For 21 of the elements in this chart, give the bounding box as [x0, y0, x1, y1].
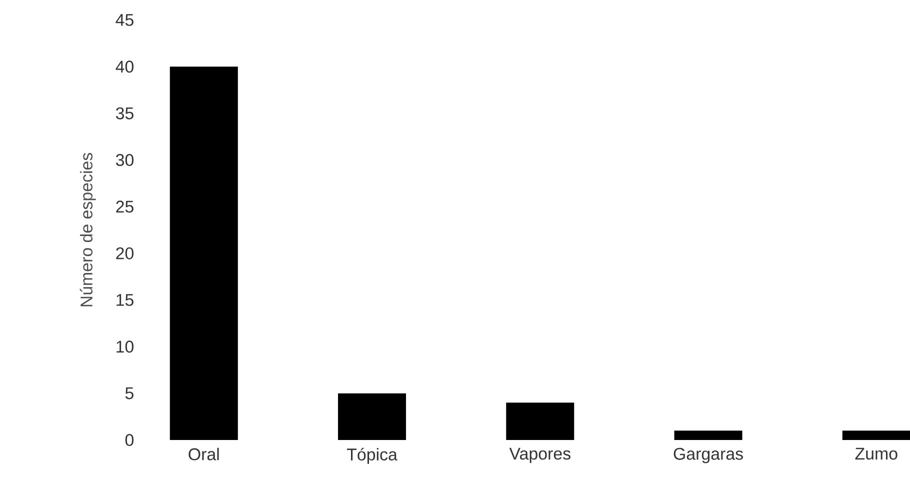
bar — [506, 402, 574, 440]
y-tick-label: 20 — [116, 247, 134, 260]
bar — [338, 393, 406, 440]
bar — [674, 430, 742, 440]
y-axis-title: Número de especies — [80, 152, 96, 306]
y-tick-label: 15 — [116, 294, 134, 306]
y-tick-label: 5 — [125, 387, 134, 400]
x-tick-label: Gargaras — [674, 448, 743, 464]
y-tick-label: 10 — [116, 340, 134, 353]
x-tick-label: Tópica — [346, 448, 398, 464]
x-tick-label: Zumo — [855, 448, 898, 460]
y-tick-label: 25 — [116, 200, 134, 213]
x-tick-label: Vapores — [509, 448, 570, 464]
y-tick-label: 30 — [116, 154, 134, 166]
bar — [170, 66, 238, 440]
y-tick-label: 40 — [116, 60, 134, 73]
y-tick-label: 0 — [125, 434, 134, 446]
bar — [842, 430, 910, 440]
y-tick-label: 45 — [116, 14, 134, 26]
y-tick-label: 35 — [116, 107, 134, 120]
x-tick-label: Oral — [188, 448, 219, 460]
